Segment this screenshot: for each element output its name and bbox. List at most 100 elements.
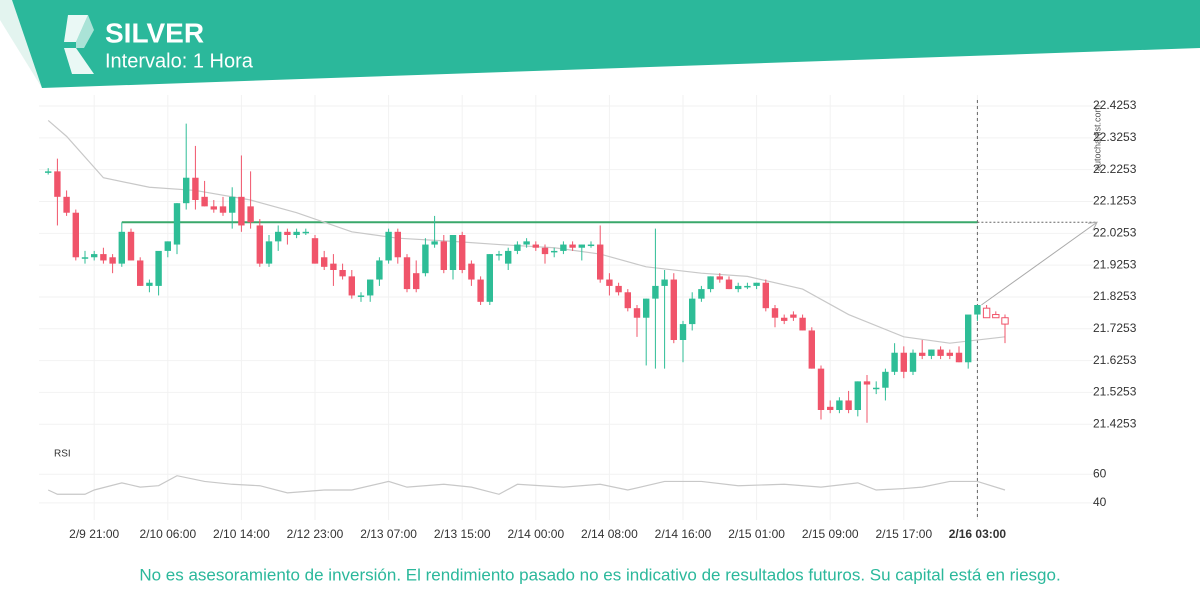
candle-body <box>928 349 935 356</box>
candle-body <box>376 260 383 280</box>
candle-body <box>118 231 125 264</box>
disclaimer: No es asesoramiento de inversión. El ren… <box>139 565 1060 584</box>
candle-body <box>1001 317 1009 325</box>
candle-body <box>63 196 70 213</box>
y-tick-label: 21.7253 <box>1093 321 1137 335</box>
candle-body <box>367 279 374 296</box>
candle-body <box>394 231 401 258</box>
candle-body <box>238 196 245 226</box>
x-tick-label: 2/14 16:00 <box>655 527 712 541</box>
candle-body <box>597 244 604 280</box>
candle-body <box>854 381 861 410</box>
y-tick-label: 22.1253 <box>1093 194 1137 208</box>
candle-body <box>827 406 834 410</box>
candle-body <box>72 212 79 258</box>
candle-body <box>965 314 972 363</box>
candle-body <box>569 244 576 248</box>
candle-body <box>183 177 190 204</box>
x-tick-label: 2/13 15:00 <box>434 527 491 541</box>
x-tick-label: 2/9 21:00 <box>69 527 119 541</box>
candle-body <box>799 317 806 331</box>
candle-body <box>229 196 236 213</box>
rsi-label: RSI <box>54 449 71 460</box>
candle-body <box>403 257 411 290</box>
projection-arrowhead <box>1087 221 1098 231</box>
candle-body <box>689 298 696 325</box>
candle-body <box>974 305 981 315</box>
candle-body <box>679 324 687 340</box>
candle-body <box>624 292 631 309</box>
x-tick-label: 2/10 14:00 <box>213 527 270 541</box>
candle-body <box>505 250 512 264</box>
logo <box>64 15 94 74</box>
candle-body <box>523 241 530 245</box>
candle-body <box>753 282 760 286</box>
candle-body <box>514 244 521 251</box>
candle-body <box>836 400 843 410</box>
candle-body <box>137 260 144 286</box>
candle-body <box>486 254 493 302</box>
candle-body <box>891 352 898 372</box>
x-tick-label: 2/14 00:00 <box>507 527 564 541</box>
candle-body <box>265 241 273 264</box>
moving-average <box>47 120 1006 344</box>
header-band <box>12 0 1200 88</box>
x-tick-label: 2/14 08:00 <box>581 527 638 541</box>
candle-body <box>385 231 392 261</box>
rsi-line <box>47 475 1006 495</box>
x-tick-label: 2/10 06:00 <box>139 527 196 541</box>
y-tick-label: 21.4253 <box>1093 416 1137 430</box>
candle-body <box>449 235 457 270</box>
candle-body <box>560 244 567 251</box>
x-tick-label: 2/15 17:00 <box>875 527 932 541</box>
candle-body <box>744 285 751 288</box>
candle-body <box>873 387 880 390</box>
y-tick-label: 21.8253 <box>1093 289 1137 303</box>
candle-body <box>302 231 309 234</box>
candle-body <box>330 263 337 270</box>
candle-body <box>293 231 300 235</box>
candle-body <box>275 231 282 242</box>
candle-body <box>311 238 319 264</box>
candle-body <box>541 247 549 255</box>
candle-body <box>633 308 641 318</box>
candle-body <box>937 349 944 356</box>
watermark: autochartist.com <box>1092 105 1102 171</box>
y-tick-label: 21.9253 <box>1093 257 1137 271</box>
candle-body <box>54 171 61 197</box>
candle-body <box>440 241 447 270</box>
candle-body <box>790 314 797 318</box>
rsi-tick-label: 60 <box>1093 466 1107 480</box>
candle-body <box>431 241 438 245</box>
candle-body <box>201 196 208 207</box>
candle-body <box>606 279 613 286</box>
x-tick-label: 2/12 23:00 <box>287 527 344 541</box>
candle-body <box>762 282 769 309</box>
x-tick-label: 2/15 01:00 <box>728 527 785 541</box>
candle-body <box>109 257 116 264</box>
y-tick-label: 22.2253 <box>1093 162 1137 176</box>
candle-body <box>532 244 539 248</box>
candle-body <box>173 203 181 245</box>
candle-body <box>348 276 355 296</box>
candle-body <box>91 254 98 258</box>
candle-body <box>992 314 1000 319</box>
candle-body <box>45 171 52 173</box>
candle-body <box>661 279 668 286</box>
candle-body <box>127 231 135 261</box>
candle-body <box>845 400 852 410</box>
candle-body <box>882 371 889 388</box>
candle-body <box>955 352 963 363</box>
y-tick-label: 21.5253 <box>1093 385 1137 399</box>
candle-body <box>946 352 953 356</box>
candle-body <box>155 250 162 286</box>
candle-body <box>321 257 328 267</box>
candle-body <box>863 381 871 385</box>
candle-body <box>495 254 503 256</box>
y-tick-label: 21.6253 <box>1093 353 1137 367</box>
header-accent <box>0 0 42 88</box>
candle-body <box>652 285 659 299</box>
candle-body <box>670 279 677 340</box>
candle-body <box>256 225 263 264</box>
